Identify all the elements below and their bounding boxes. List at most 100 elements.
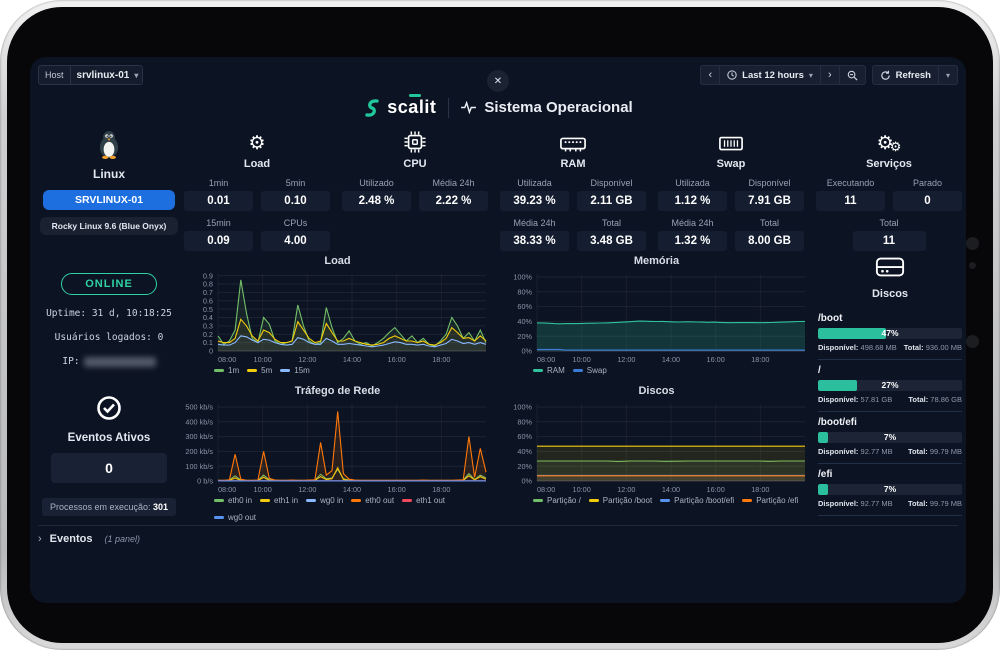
svg-text:0 b/s: 0 b/s [197,477,213,486]
svg-text:12:00: 12:00 [298,355,316,364]
time-range-label: Last 12 hours [742,69,804,81]
processes-value: 301 [153,502,169,512]
services-running-value: 11 [816,191,885,211]
events-collapsed-row[interactable]: › Eventos (1 panel) [38,525,958,545]
disks-chart-legend: Partição / Partição /boot Partição /boot/e… [533,496,810,505]
load-chart-legend: 1m 5m 15m [214,366,491,375]
zoom-out-icon [847,70,858,81]
svg-text:400 kb/s: 400 kb/s [185,417,213,426]
load-5min-value: 0.10 [261,191,330,211]
legend-item[interactable]: eth0 out [351,496,394,505]
dashboard-header: scalit Sistema Operacional [30,94,966,118]
linux-penguin-icon [99,131,119,159]
close-icon: ✕ [493,75,503,87]
svg-text:80%: 80% [517,287,532,296]
disk-usage-bar: 7% [818,432,962,443]
svg-text:60%: 60% [517,302,532,311]
close-button[interactable]: ✕ [487,70,509,92]
refresh-label: Refresh [895,69,931,81]
ram-stats-group: RAM Utilizada 39.23 % Disponível 2.11 GB M… [500,129,646,251]
legend-item[interactable]: eth0 in [214,496,252,505]
chevron-down-icon: ▾ [808,70,813,80]
svg-text:10:00: 10:00 [573,355,591,364]
dashboard-screen: Host srvlinux-01 ▾ ‹ Last 12 hours ▾ › [30,57,966,603]
services-stopped-value: 0 [893,191,962,211]
legend-item[interactable]: RAM [533,366,565,375]
ram-avg24h-value: 38.33 % [500,231,569,251]
disk-row-root: / 27% Disponível: 57.81 GB Total: 78.86 … [818,360,962,412]
swap-used-value: 1.12 % [658,191,727,211]
load-stats-group: ⚙ Load 1min 0.01 5min 0.10 15min 0.09 CPUs 4… [184,129,330,251]
legend-item[interactable]: eth1 out [402,496,445,505]
cpu-avg24h-value: 2.22 % [419,191,488,211]
host-label: Host [45,70,64,80]
legend-item[interactable]: Partição /boot [588,496,652,505]
cpu-used-value: 2.48 % [342,191,411,211]
services-total-value: 11 [852,231,926,251]
svg-text:16:00: 16:00 [707,355,725,364]
svg-text:10:00: 10:00 [254,485,272,494]
processes-badge: Processos em execução: 301 [41,498,177,516]
legend-item[interactable]: 15m [280,366,310,375]
legend-item[interactable]: Partição / [533,496,581,505]
tablet-sensor-dot [969,262,976,269]
events-row-meta: (1 panel) [104,534,140,544]
load-chart-panel: Load 0 0.1 0.2 0.3 0.4 0.5 0.6 0.7 0.8 0.9 08:00 10… [184,255,491,375]
disk-row-bootefi: /boot/efi 7% Disponível: 92.77 MB Total:… [818,412,962,464]
hard-drive-icon [875,257,905,277]
brand-accent [409,94,422,97]
svg-text:200 kb/s: 200 kb/s [185,447,213,456]
svg-text:0.6: 0.6 [203,296,213,305]
disks-chart-title: Discos [638,385,675,397]
load-15min-value: 0.09 [184,231,253,251]
time-range-picker[interactable]: Last 12 hours ▾ [720,65,821,85]
legend-item[interactable]: eth1 in [260,496,298,505]
network-chart-title: Tráfego de Rede [294,385,381,397]
memory-chart: 0% 20% 40% 60% 80% 100% 08:00 10:00 12:00 14:00 16… [503,270,810,364]
legend-item[interactable]: wg0 out [214,513,256,522]
chevron-left-icon: ‹ [708,68,713,81]
load-chart-title: Load [324,255,351,267]
refresh-button[interactable]: Refresh [871,65,939,85]
time-shift-back-button[interactable]: ‹ [700,65,721,85]
svg-text:14:00: 14:00 [662,355,680,364]
legend-item[interactable]: wg0 in [306,496,343,505]
legend-item[interactable]: 1m [214,366,239,375]
gear-icon: ⚙ [248,133,266,154]
hostname-button[interactable]: SRVLINUX-01 [43,190,175,210]
svg-text:08:00: 08:00 [537,355,555,364]
svg-text:0.2: 0.2 [203,330,213,339]
refresh-interval-dropdown[interactable]: ▾ [938,65,958,85]
tablet-camera-dot [966,237,979,250]
svg-text:20%: 20% [517,462,532,471]
swap-stats-group: Swap Utilizada 1.12 % Disponível 7.91 GB M… [658,129,804,251]
memory-chart-panel: Memória 0% 20% 40% 60% 80% 100% 08:00 10:00 12:0… [503,255,810,375]
svg-text:16:00: 16:00 [707,485,725,494]
swap-avg24h-value: 1.32 % [658,231,727,251]
host-value: srvlinux-01 [76,69,130,81]
svg-text:10:00: 10:00 [573,485,591,494]
svg-text:18:00: 18:00 [432,355,450,364]
network-chart-panel: Tráfego de Rede 0 b/s 100 kb/s 200 kb/s 300… [184,385,491,522]
load-cpus-value: 4.00 [261,231,330,251]
disks-usage-panel: Discos /boot 47% Disponível: 498.68 MB T… [818,255,962,516]
zoom-out-time-button[interactable] [839,65,866,85]
network-chart: 0 b/s 100 kb/s 200 kb/s 300 kb/s 400 kb/s 500… [184,400,491,494]
legend-item[interactable]: Swap [572,366,607,375]
svg-text:0.8: 0.8 [203,280,213,289]
host-variable-select[interactable]: Host srvlinux-01 ▾ [38,65,144,85]
cpu-title: CPU [403,158,427,170]
active-events-value: 0 [51,453,167,483]
disk-usage-bar: 47% [818,328,962,339]
legend-item[interactable]: Partição /boot/efi [660,496,734,505]
disk-row-efi: /efi 7% Disponível: 92.77 MB Total: 99.7… [818,464,962,516]
time-shift-forward-button[interactable]: › [820,65,840,85]
svg-text:08:00: 08:00 [537,485,555,494]
legend-item[interactable]: 5m [247,366,272,375]
svg-text:0.4: 0.4 [203,313,213,322]
active-events-title: Eventos Ativos [67,432,151,444]
scalit-logo-icon [365,98,379,117]
disks-chart-panel: Discos 0% 20% 40% 60% 80% 100% 08:00 10:00 12:00… [503,385,810,522]
legend-item[interactable]: Partição /efi [742,496,798,505]
